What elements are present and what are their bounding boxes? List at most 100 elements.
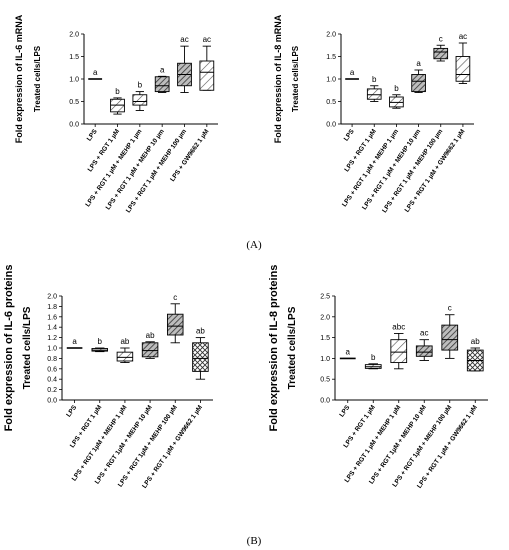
y-tick-label: 1.6 [47, 314, 57, 321]
y-tick-label: 0.0 [326, 122, 336, 129]
box-body [433, 47, 449, 60]
box-body [199, 60, 215, 91]
significance-label: ab [120, 337, 129, 346]
box-6: ac [199, 35, 215, 91]
y-axis-title: Fold expression of IL-6 mRNA [14, 14, 24, 143]
box-4: ac [415, 329, 433, 361]
significance-label: a [72, 337, 77, 346]
significance-label: b [394, 84, 399, 93]
y-tick-label: 1.5 [320, 335, 330, 342]
y-axis-title: Fold expression of IL-6 proteins [3, 265, 15, 432]
significance-label: b [371, 353, 376, 362]
box-body [441, 324, 459, 351]
significance-label: ac [459, 32, 467, 41]
y-tick-label: 1.2 [47, 335, 57, 342]
significance-label: a [350, 68, 355, 77]
box-2: b [366, 75, 382, 102]
panel-label-a: (A) [246, 239, 262, 251]
x-category-label: LPS [343, 128, 356, 143]
y-tick-label: 2.0 [47, 294, 57, 301]
significance-label: abc [392, 322, 405, 331]
chart-4: 0.0 0.5 1.0 1.5 2.0 2.5 Fold expression of IL-… [268, 265, 488, 490]
box-body [415, 345, 433, 357]
y-tick-label: 1.5 [326, 54, 336, 61]
y-tick-label: 0.0 [47, 398, 57, 405]
box-1: a [345, 68, 359, 80]
y-tick-label: 2.0 [320, 314, 330, 321]
x-category-label: LPS [65, 404, 78, 419]
significance-label: ac [420, 329, 428, 338]
y-tick-label: 0.5 [69, 99, 79, 106]
significance-label: ac [203, 35, 211, 44]
y-tick-label: 2.5 [320, 294, 330, 301]
x-category-label: LPS + GW9662 1 µM [169, 128, 210, 183]
significance-label: a [416, 59, 421, 68]
y-tick-label: 0.0 [320, 398, 330, 405]
box-body [154, 76, 170, 93]
y-axis-subtitle: Treated cells/LPS [287, 306, 298, 389]
y-tick-label: 1.0 [326, 77, 336, 84]
y-tick-label: 0.0 [69, 122, 79, 129]
box-2: b [110, 87, 125, 115]
chart-2: 0.0 0.5 1.0 1.5 2.0 Fold expression of IL-8 m… [273, 14, 474, 214]
y-tick-label: 0.8 [47, 356, 57, 363]
y-tick-label: 1.4 [47, 325, 57, 332]
panel-label-b: (B) [247, 535, 262, 547]
significance-label: b [372, 75, 377, 84]
box-4: a [154, 65, 170, 93]
box-3: b [389, 84, 404, 109]
y-tick-label: 0.6 [47, 366, 57, 373]
significance-label: b [98, 337, 103, 346]
y-axis-subtitle: Treated cells/LPS [22, 306, 33, 389]
box-5: c [441, 304, 459, 359]
box-body [141, 342, 159, 358]
box-body [166, 313, 184, 336]
significance-label: ab [196, 327, 205, 336]
y-tick-label: 1.5 [69, 54, 79, 61]
y-tick-label: 1.0 [69, 77, 79, 84]
significance-label: ab [146, 331, 155, 340]
y-tick-label: 2.0 [326, 32, 336, 39]
significance-label: ab [471, 337, 480, 346]
box-body [192, 342, 209, 372]
y-tick-label: 2.0 [69, 32, 79, 39]
box-2: b [91, 337, 109, 353]
y-axis-title: Fold expression of IL-8 mRNA [273, 14, 283, 143]
box-1: a [66, 337, 83, 349]
y-tick-label: 1.8 [47, 304, 57, 311]
box-1: a [88, 68, 103, 80]
box-1: a [339, 347, 356, 360]
significance-label: ac [180, 35, 188, 44]
box-5: c [166, 293, 184, 344]
box-6: ab [466, 337, 484, 372]
box-body [132, 94, 148, 106]
box-2: b [364, 353, 382, 370]
box-body [366, 88, 382, 100]
box-5: ac [177, 35, 192, 93]
box-6: ac [455, 32, 471, 84]
y-tick-label: 0.5 [326, 99, 336, 106]
box-body [411, 74, 426, 93]
chart-1: 0.0 0.5 1.0 1.5 2.0 Fold expression of IL-6 m… [14, 14, 218, 214]
y-tick-label: 0.4 [47, 377, 57, 384]
y-tick-label: 0.2 [47, 387, 57, 394]
x-category-label: LPS [338, 404, 351, 419]
box-3: abc [390, 322, 408, 370]
significance-label: a [160, 65, 165, 74]
y-axis-subtitle: Treated cells/LPS [33, 45, 42, 112]
y-tick-label: 0.5 [320, 377, 330, 384]
x-category-label: LPS [86, 128, 99, 143]
box-4: ab [141, 331, 159, 359]
significance-label: c [448, 304, 452, 313]
significance-label: c [173, 293, 177, 302]
box-5: c [433, 34, 449, 62]
significance-label: a [346, 347, 351, 356]
box-4: a [411, 59, 426, 93]
chart-3: 0.0 0.2 0.4 0.6 0.8 1.0 1.2 1.4 1.6 1.8 2.0 Fold ex… [3, 265, 213, 490]
significance-label: a [93, 68, 98, 77]
box-body [455, 56, 471, 82]
y-tick-label: 1.0 [47, 346, 57, 353]
box-3: ab [116, 337, 134, 364]
y-tick-label: 1.0 [320, 356, 330, 363]
